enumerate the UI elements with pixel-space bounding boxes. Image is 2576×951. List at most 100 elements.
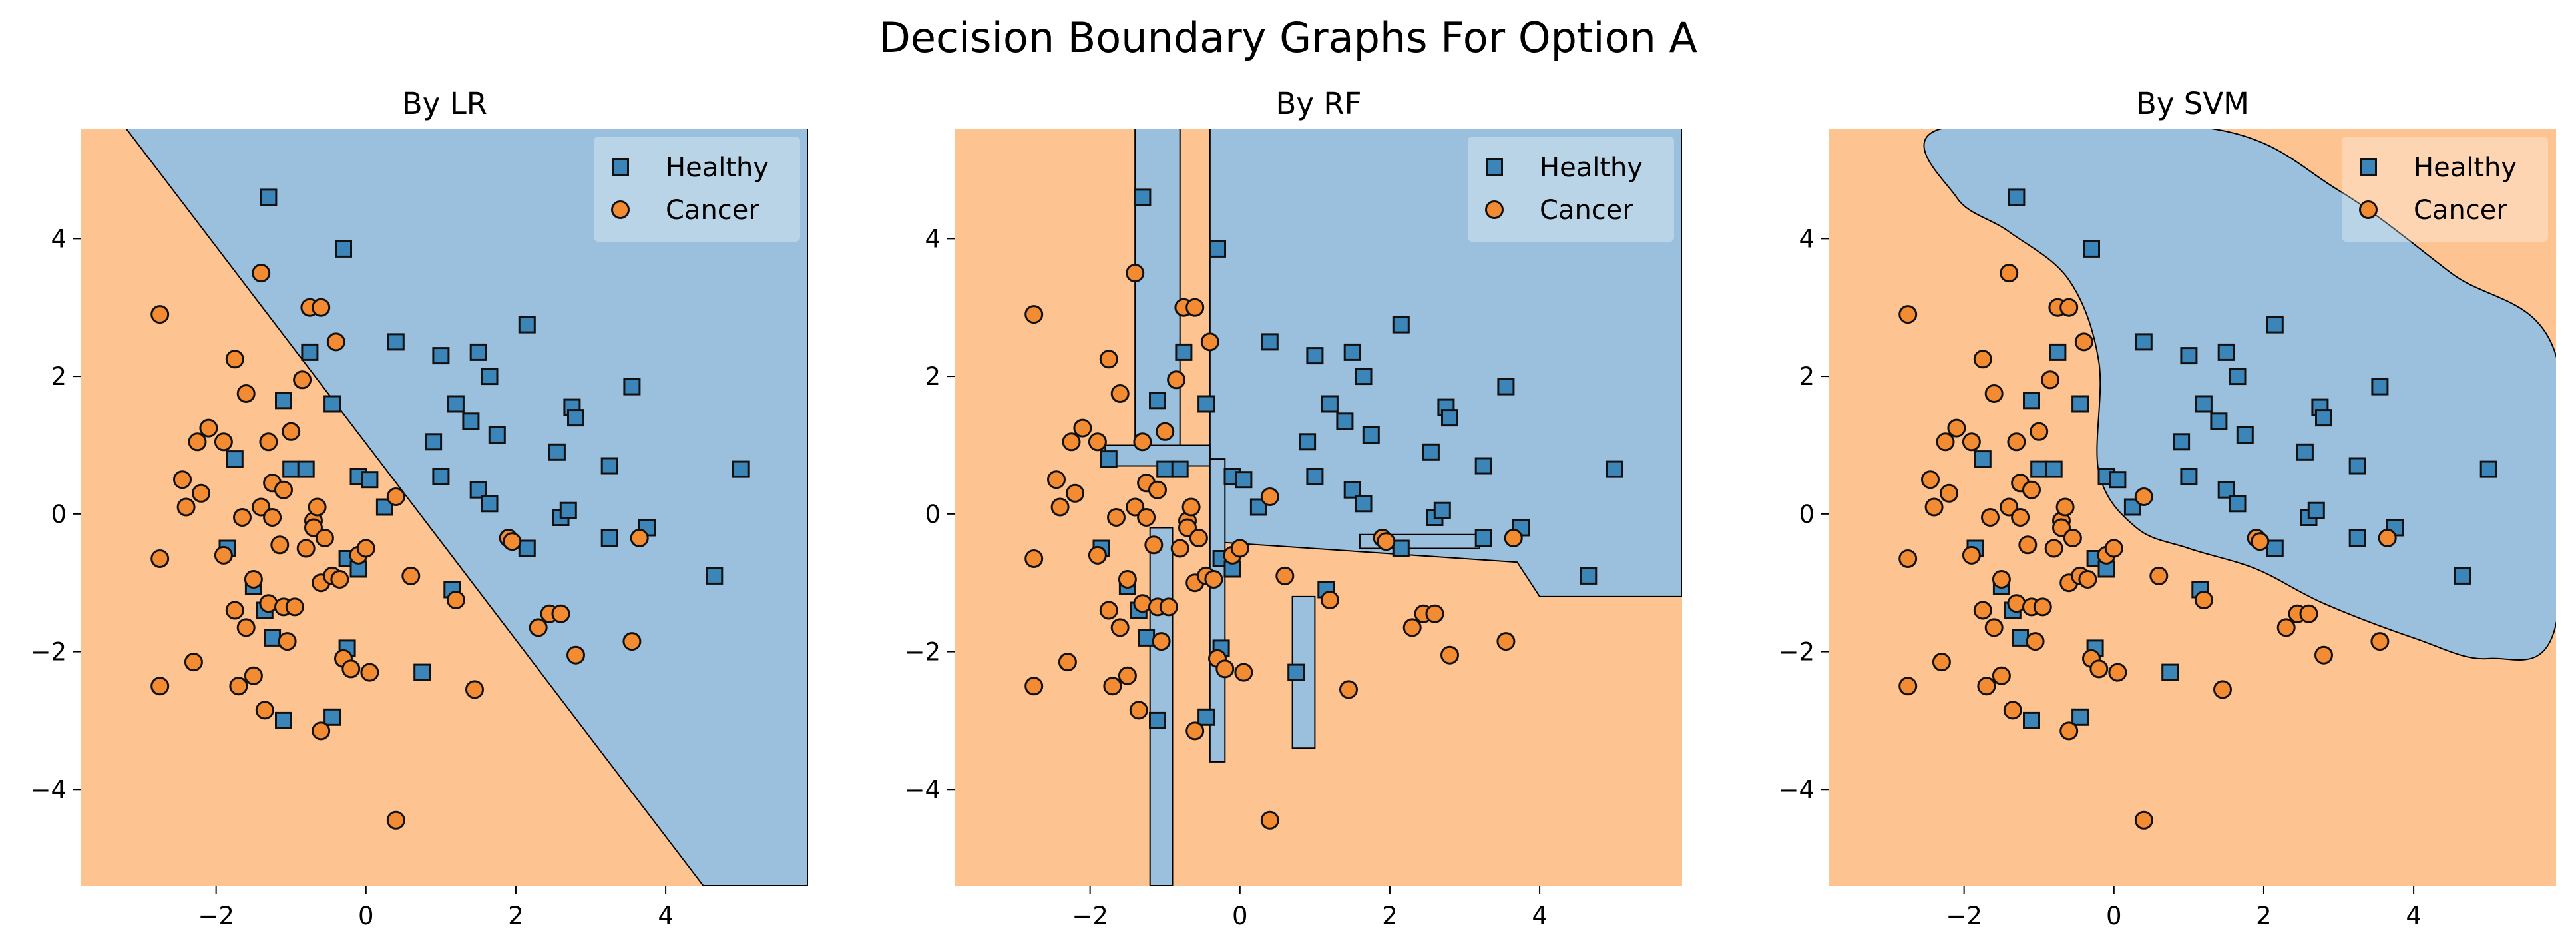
cancer-point	[2251, 532, 2270, 551]
healthy-point	[2023, 392, 2040, 410]
cancer-point	[2149, 566, 2169, 585]
cancer-point	[184, 653, 203, 672]
cancer-point	[1047, 470, 1066, 489]
healthy-point	[2348, 457, 2366, 475]
legend: Healthy Cancer	[594, 137, 800, 242]
healthy-point	[2071, 708, 2089, 726]
cancer-point	[1898, 549, 1918, 568]
healthy-point	[1306, 468, 1324, 485]
healthy-point	[425, 433, 443, 451]
healthy-point	[2266, 539, 2284, 557]
cancer-point	[566, 645, 585, 665]
healthy-point	[264, 629, 282, 647]
healthy-point	[567, 409, 584, 427]
legend-label-healthy: Healthy	[2414, 153, 2517, 183]
legend-box	[594, 137, 800, 242]
healthy-point	[1497, 378, 1515, 396]
cancer-point	[2299, 604, 2318, 623]
healthy-point	[1606, 460, 1623, 478]
healthy-point	[375, 498, 393, 516]
cancer-point	[312, 298, 331, 317]
healthy-point	[623, 378, 641, 396]
healthy-point	[1149, 711, 1166, 729]
x-tick-label: 2	[508, 902, 524, 930]
cancer-point	[173, 470, 192, 489]
cancer-point	[2011, 508, 2030, 527]
x-tick-label: 4	[1532, 902, 1548, 930]
healthy-point	[2049, 343, 2067, 361]
cancer-point	[1504, 529, 1523, 547]
healthy-point	[2123, 498, 2141, 516]
cancer-point	[1234, 663, 1253, 682]
cancer-point	[529, 618, 548, 637]
cancer-point	[214, 432, 233, 452]
cancer-point	[1110, 384, 1130, 403]
cancer-point	[1088, 545, 1107, 565]
cancer-point	[259, 594, 278, 613]
cancer-point	[2022, 480, 2041, 499]
healthy-point	[1343, 481, 1361, 499]
cancer-point	[244, 666, 263, 685]
healthy-point	[1433, 501, 1451, 519]
healthy-point	[1355, 495, 1373, 513]
cancer-point	[1230, 539, 1249, 558]
cancer-point	[1152, 632, 1171, 651]
cancer-point	[1024, 677, 1044, 696]
cancer-point	[503, 532, 522, 551]
cancer-point	[2108, 663, 2127, 682]
cancer-point	[225, 601, 244, 620]
legend-box	[2342, 137, 2548, 242]
cancer-point	[274, 480, 293, 499]
legend-healthy-marker	[612, 158, 629, 176]
cancer-point	[2000, 264, 2019, 283]
cancer-point	[1066, 483, 1085, 503]
healthy-point	[413, 663, 431, 681]
healthy-point	[2083, 240, 2100, 258]
healthy-point	[2217, 481, 2235, 499]
cancer-point	[244, 570, 263, 589]
cancer-point	[1898, 677, 1918, 696]
healthy-point	[1138, 629, 1156, 647]
healthy-point	[1306, 347, 1324, 365]
healthy-point	[2229, 495, 2247, 513]
healthy-point	[559, 501, 577, 519]
healthy-point	[1343, 343, 1361, 361]
healthy-point	[518, 539, 536, 557]
cancer-point	[2007, 594, 2026, 613]
y-tick-label: 4	[51, 224, 67, 253]
cancer-point	[1118, 666, 1137, 685]
cancer-point	[2078, 570, 2097, 589]
subplots: −2 0 2 4 −4 −2 0 2 4 By LR Healthy Cancer −2 0 2 4 −4 −2 0…	[30, 86, 2556, 930]
healthy-point	[600, 529, 618, 547]
cancer-point	[1088, 432, 1107, 452]
healthy-point	[2071, 395, 2089, 413]
healthy-point	[1422, 443, 1440, 461]
cancer-point	[1148, 480, 1167, 499]
cancer-point	[2052, 518, 2071, 537]
cancer-point	[312, 721, 331, 741]
subplot-lr: −2 0 2 4 −4 −2 0 2 4 By LR Healthy Cancer	[30, 86, 808, 930]
cancer-point	[1058, 653, 1077, 672]
cancer-point	[1260, 487, 1279, 506]
cancer-point	[1189, 529, 1208, 547]
healthy-point	[1149, 392, 1166, 410]
healthy-point	[2315, 409, 2332, 427]
cancer-point	[326, 332, 345, 352]
axes: −2 0 2 4 −4 −2 0 2 4	[1778, 224, 2421, 930]
healthy-point	[1197, 395, 1215, 413]
cancer-point	[465, 680, 484, 699]
cancer-point	[2003, 701, 2022, 720]
healthy-point	[2135, 333, 2153, 351]
cancer-point	[308, 497, 327, 517]
cancer-point	[1126, 497, 1145, 517]
healthy-point	[447, 395, 465, 413]
y-tick-label: 0	[51, 500, 67, 529]
healthy-point	[1171, 460, 1189, 478]
cancer-point	[2194, 591, 2213, 609]
healthy-point	[323, 708, 341, 726]
healthy-point	[1441, 409, 1458, 427]
y-tick-label: 0	[925, 500, 941, 529]
cancer-point	[356, 539, 375, 558]
subplot-svm: −2 0 2 4 −4 −2 0 2 4 By SVM Healthy Cancer	[1778, 86, 2556, 930]
cancer-point	[1144, 535, 1164, 555]
